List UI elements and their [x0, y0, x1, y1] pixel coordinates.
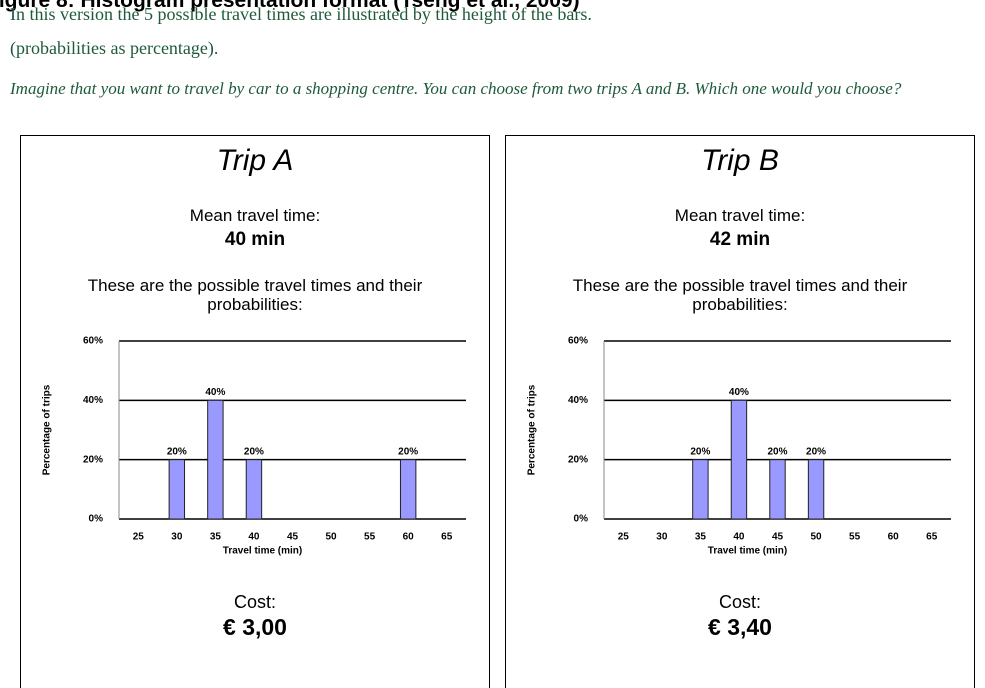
x-tick-label: 45	[772, 532, 784, 543]
y-tick-label: 0%	[89, 514, 104, 525]
x-tick-label: 40	[733, 532, 745, 543]
mean-label: Mean travel time:	[189, 206, 321, 225]
data-label: 20%	[767, 446, 787, 457]
x-tick-label: 25	[618, 532, 630, 543]
bar	[168, 459, 186, 520]
data-label: 20%	[398, 446, 418, 457]
caption: Figure 8: Histogram presentation format …	[0, 0, 580, 12]
cost-value: € 3,40	[708, 614, 772, 640]
panel-title: Trip A	[216, 144, 294, 177]
x-tick-label: 35	[695, 532, 707, 543]
cost-value: € 3,00	[223, 614, 287, 640]
chart-subtitle: These are the possible travel times and …	[572, 276, 908, 314]
panel-title: Trip B	[701, 144, 779, 177]
y-tick-label: 40%	[83, 395, 103, 406]
x-tick-label: 50	[325, 532, 337, 543]
x-tick-label: 60	[888, 532, 900, 543]
y-tick-label: 40%	[568, 395, 588, 406]
chart: 0% 20% 40% 60% 25 30 35 40 45 50 55 60 65 Travel time…	[42, 336, 466, 557]
bar	[769, 459, 786, 520]
y-tick-label: 0%	[574, 514, 589, 525]
x-tick-label: 55	[364, 532, 376, 543]
data-label: 20%	[806, 446, 826, 457]
x-tick-label: 35	[210, 532, 222, 543]
bar	[207, 399, 224, 520]
x-tick-label: 65	[926, 532, 938, 543]
x-tick-label: 45	[287, 532, 299, 543]
intro-line: In this version the 5 possible travel ti…	[10, 4, 592, 24]
bar	[692, 459, 709, 520]
chart: 0% 20% 40% 60% 25 30 35 40 45 50 55 60 65 Travel time…	[527, 336, 951, 557]
mean-label: Mean travel time:	[674, 206, 806, 225]
cost-label: Cost:	[233, 592, 276, 612]
x-tick-label: 25	[133, 532, 145, 543]
x-tick-label: 50	[810, 532, 822, 543]
y-tick-label: 20%	[83, 454, 103, 465]
x-tick-label: 65	[441, 532, 453, 543]
bar	[399, 459, 417, 520]
x-tick-label: 60	[403, 532, 415, 543]
y-axis-title: Percentage of trips	[527, 384, 538, 475]
bar	[807, 459, 825, 520]
bar	[730, 399, 748, 520]
mean-value: 40 min	[224, 229, 286, 250]
y-tick-label: 60%	[83, 336, 103, 347]
question: Imagine that you want to travel by car t…	[10, 79, 902, 98]
mean-value: 42 min	[709, 229, 771, 250]
x-tick-label: 40	[248, 532, 260, 543]
intro-line: (probabilities as percentage).	[10, 38, 219, 58]
x-axis-title: Travel time (min)	[708, 546, 787, 557]
y-axis-title: Percentage of trips	[42, 384, 53, 475]
trip-panel: Trip A Mean travel time: 40 min These ar…	[20, 135, 490, 688]
y-tick-label: 60%	[568, 336, 588, 347]
data-label: 20%	[690, 446, 710, 457]
data-label: 20%	[167, 446, 187, 457]
x-tick-label: 55	[849, 532, 861, 543]
data-label: 40%	[205, 387, 225, 398]
data-label: 20%	[244, 446, 264, 457]
x-tick-label: 30	[656, 532, 668, 543]
x-axis-title: Travel time (min)	[223, 546, 302, 557]
trip-panel: Trip B Mean travel time: 42 min These ar…	[505, 135, 975, 688]
cost-label: Cost:	[718, 592, 761, 612]
x-tick-label: 30	[171, 532, 183, 543]
chart-subtitle: These are the possible travel times and …	[87, 276, 423, 314]
y-tick-label: 20%	[568, 454, 588, 465]
bar	[245, 459, 263, 520]
data-label: 40%	[729, 387, 749, 398]
